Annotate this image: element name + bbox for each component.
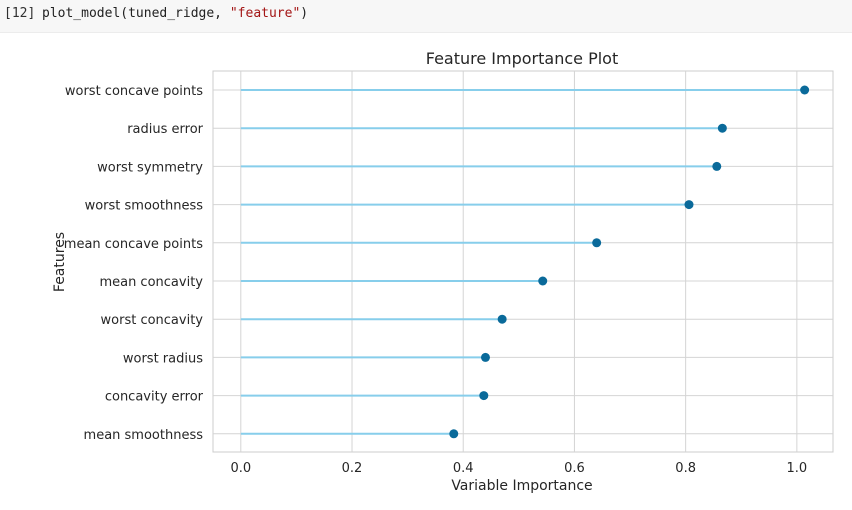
plot-area	[212, 70, 834, 453]
cell-prompt: [12]	[4, 6, 36, 21]
x-tick-label: 0.4	[453, 461, 474, 476]
x-tick-label: 0.8	[675, 461, 696, 476]
y-tick-label: worst concavity	[101, 313, 204, 328]
chart-title: Feature Importance Plot	[426, 49, 618, 68]
y-tick-label: concavity error	[105, 390, 204, 405]
importance-marker	[684, 200, 694, 210]
y-axis-label: Features	[52, 232, 68, 292]
y-tick-label: radius error	[127, 122, 203, 137]
importance-marker	[592, 238, 602, 248]
importance-marker	[497, 314, 507, 324]
importance-marker	[449, 429, 459, 439]
x-tick-label: 0.0	[230, 461, 251, 476]
y-tick-label: mean concave points	[64, 237, 203, 252]
importance-marker	[717, 123, 727, 133]
importance-marker	[479, 391, 489, 401]
importance-marker	[480, 352, 490, 362]
importance-marker	[712, 161, 722, 171]
importance-marker	[538, 276, 548, 286]
y-tick-label: mean concavity	[99, 275, 203, 290]
x-tick-label: 0.2	[342, 461, 363, 476]
x-tick-label: 1.0	[787, 461, 808, 476]
x-axis-label: Variable Importance	[451, 478, 592, 494]
y-tick-label: worst smoothness	[85, 199, 204, 214]
code-cell[interactable]: [12] plot_model(tuned_ridge, "feature")	[0, 0, 852, 33]
code-call: plot_model(tuned_ridge,	[42, 6, 230, 21]
code-string-arg: "feature"	[229, 6, 301, 21]
y-tick-label: worst radius	[123, 351, 203, 366]
y-tick-label: worst symmetry	[97, 160, 203, 175]
cell-code[interactable]: plot_model(tuned_ridge, "feature")	[42, 6, 308, 21]
y-tick-label: mean smoothness	[84, 428, 204, 443]
y-tick-label: worst concave points	[65, 84, 203, 99]
code-close-paren: )	[300, 6, 309, 21]
x-tick-label: 0.6	[564, 461, 585, 476]
importance-marker	[800, 85, 810, 95]
